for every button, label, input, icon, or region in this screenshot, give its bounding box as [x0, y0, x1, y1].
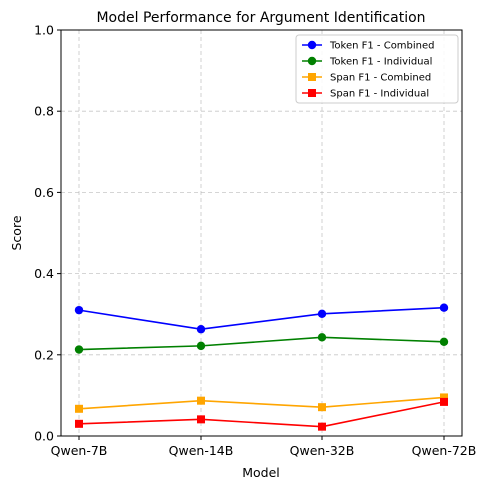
x-tick-label: Qwen-7B	[51, 443, 108, 458]
legend-item: Span F1 - Individual	[302, 89, 429, 100]
legend-marker	[308, 73, 316, 81]
x-tick-label: Qwen-72B	[412, 443, 477, 458]
x-tick-label: Qwen-32B	[290, 443, 355, 458]
data-point	[317, 309, 327, 318]
data-point	[439, 303, 449, 312]
legend-label: Span F1 - Combined	[330, 73, 431, 84]
legend-item: Token F1 - Combined	[302, 41, 435, 52]
legend-item: Span F1 - Combined	[302, 73, 431, 84]
y-tick-label: 1.0	[34, 23, 54, 38]
legend-label: Token F1 - Individual	[329, 57, 432, 68]
series-line	[78, 401, 445, 428]
data-point	[440, 397, 448, 406]
data-point	[440, 393, 448, 402]
x-axis-label: Model	[242, 465, 280, 480]
legend-label: Span F1 - Individual	[330, 89, 429, 100]
legend-marker	[308, 89, 316, 97]
y-tick-label: 0.6	[34, 185, 54, 200]
legend-box	[295, 34, 459, 104]
data-point	[74, 305, 84, 315]
axes: 0.0 0.2 0.4 0.6 0.8 1.0 Qwen-7B Qwen-14B Qwen-32…	[34, 23, 476, 459]
x-tick-label: Qwen-14B	[169, 443, 234, 458]
series-line	[78, 336, 445, 351]
legend-item: Token F1 - Individual	[302, 57, 432, 68]
series-line	[78, 306, 445, 331]
chart-title: Model Performance for Argument Identific…	[96, 10, 425, 26]
y-tick-label: 0.4	[34, 266, 54, 281]
data-point	[196, 341, 206, 351]
data-point	[318, 403, 326, 412]
series-3	[75, 393, 448, 413]
legend-label: Token F1 - Combined	[329, 41, 435, 52]
legend-marker	[307, 56, 317, 66]
series-4	[75, 397, 448, 431]
legend: Token F1 - Combined Token F1 - Individual…	[295, 34, 459, 104]
data-point	[439, 337, 449, 347]
data-point	[75, 419, 83, 428]
y-tick-label: 0.2	[34, 347, 54, 362]
data-point	[318, 422, 326, 431]
y-axis-label: Score	[9, 215, 24, 250]
data-point	[74, 345, 84, 354]
legend-marker	[307, 40, 317, 50]
data-point	[196, 325, 206, 334]
y-tick-label: 0.0	[34, 429, 54, 444]
series-line	[78, 396, 445, 410]
data-point	[75, 404, 83, 413]
data-point	[197, 415, 205, 424]
data-point	[197, 396, 205, 405]
series-1	[74, 303, 449, 334]
series-group	[74, 303, 449, 431]
series-2	[74, 333, 449, 354]
y-tick-label: 0.8	[34, 104, 54, 119]
data-point	[317, 333, 327, 342]
plot-frame	[60, 29, 463, 437]
